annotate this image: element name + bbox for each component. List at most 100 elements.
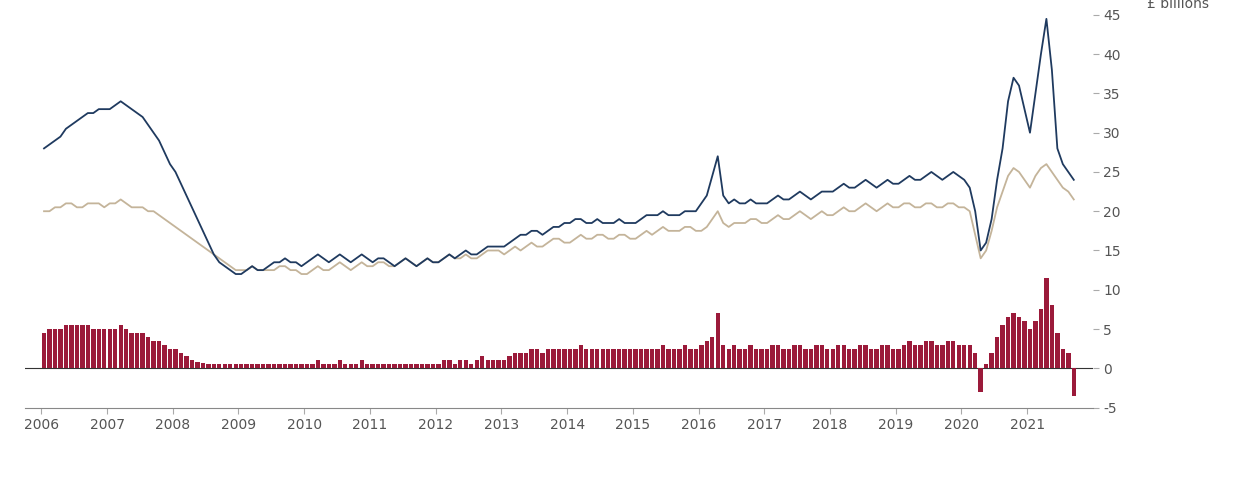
Bar bbox=[436, 364, 441, 368]
Bar bbox=[815, 345, 818, 368]
Bar bbox=[595, 349, 600, 368]
Bar bbox=[52, 329, 57, 368]
Bar bbox=[497, 360, 501, 368]
Bar bbox=[217, 364, 221, 368]
Bar bbox=[1000, 325, 1005, 368]
Bar bbox=[606, 349, 610, 368]
Bar bbox=[315, 360, 320, 368]
Bar bbox=[58, 329, 62, 368]
Bar bbox=[968, 345, 972, 368]
Bar bbox=[804, 349, 807, 368]
Bar bbox=[354, 364, 359, 368]
Bar bbox=[1017, 317, 1021, 368]
Bar bbox=[590, 349, 594, 368]
Bar bbox=[1056, 333, 1059, 368]
Bar bbox=[294, 364, 298, 368]
Bar bbox=[195, 362, 200, 368]
Bar bbox=[858, 345, 862, 368]
Bar bbox=[722, 345, 725, 368]
Bar bbox=[972, 352, 977, 368]
Bar bbox=[820, 345, 823, 368]
Bar bbox=[502, 360, 507, 368]
Bar bbox=[951, 341, 955, 368]
Bar bbox=[256, 364, 260, 368]
Bar bbox=[261, 364, 266, 368]
Bar bbox=[299, 364, 303, 368]
Bar bbox=[847, 349, 852, 368]
Bar bbox=[738, 349, 741, 368]
Bar bbox=[781, 349, 786, 368]
Bar bbox=[245, 364, 248, 368]
Bar bbox=[491, 360, 496, 368]
Bar bbox=[409, 364, 414, 368]
Bar bbox=[458, 360, 462, 368]
Bar bbox=[672, 349, 676, 368]
Bar bbox=[879, 345, 884, 368]
Bar bbox=[376, 364, 380, 368]
Bar bbox=[995, 337, 1000, 368]
Bar bbox=[754, 349, 759, 368]
Bar bbox=[47, 329, 52, 368]
Bar bbox=[118, 325, 123, 368]
Bar bbox=[447, 360, 452, 368]
Bar bbox=[638, 349, 643, 368]
Bar bbox=[710, 337, 714, 368]
Bar bbox=[91, 329, 96, 368]
Bar bbox=[63, 325, 68, 368]
Bar bbox=[1011, 313, 1016, 368]
Bar bbox=[129, 333, 134, 368]
Bar bbox=[869, 349, 873, 368]
Bar bbox=[918, 345, 923, 368]
Bar bbox=[524, 352, 528, 368]
Bar bbox=[486, 360, 489, 368]
Bar bbox=[677, 349, 682, 368]
Bar bbox=[1022, 321, 1027, 368]
Bar bbox=[349, 364, 353, 368]
Bar bbox=[1006, 317, 1010, 368]
Bar bbox=[902, 345, 907, 368]
Bar bbox=[633, 349, 638, 368]
Bar bbox=[568, 349, 573, 368]
Bar bbox=[277, 364, 282, 368]
Bar bbox=[229, 364, 232, 368]
Bar bbox=[474, 360, 479, 368]
Bar bbox=[70, 325, 73, 368]
Bar bbox=[108, 329, 112, 368]
Bar bbox=[179, 352, 183, 368]
Bar bbox=[556, 349, 561, 368]
Bar bbox=[759, 349, 764, 368]
Bar bbox=[688, 349, 693, 368]
Bar bbox=[156, 341, 161, 368]
Bar bbox=[201, 363, 205, 368]
Bar bbox=[102, 329, 107, 368]
Bar bbox=[940, 345, 944, 368]
Bar bbox=[206, 364, 211, 368]
Y-axis label: £ billions: £ billions bbox=[1148, 0, 1210, 11]
Bar bbox=[359, 360, 364, 368]
Bar bbox=[1028, 329, 1032, 368]
Bar bbox=[283, 364, 287, 368]
Bar bbox=[415, 364, 419, 368]
Bar bbox=[1066, 352, 1071, 368]
Bar bbox=[1038, 309, 1043, 368]
Bar bbox=[661, 345, 666, 368]
Bar bbox=[863, 345, 868, 368]
Bar bbox=[327, 364, 332, 368]
Bar bbox=[579, 345, 582, 368]
Bar bbox=[135, 333, 139, 368]
Bar bbox=[1049, 306, 1054, 368]
Legend: Net mortgage lending, Gross mortgage lending, Gross mortgage repayments: Net mortgage lending, Gross mortgage len… bbox=[171, 494, 861, 497]
Bar bbox=[792, 345, 796, 368]
Bar bbox=[809, 349, 814, 368]
Bar bbox=[683, 345, 687, 368]
Bar bbox=[513, 352, 517, 368]
Bar bbox=[727, 349, 730, 368]
Bar bbox=[145, 337, 150, 368]
Bar bbox=[518, 352, 523, 368]
Bar bbox=[469, 364, 473, 368]
Bar bbox=[463, 360, 468, 368]
Bar bbox=[765, 349, 769, 368]
Bar bbox=[852, 349, 857, 368]
Bar bbox=[551, 349, 555, 368]
Bar bbox=[1045, 278, 1048, 368]
